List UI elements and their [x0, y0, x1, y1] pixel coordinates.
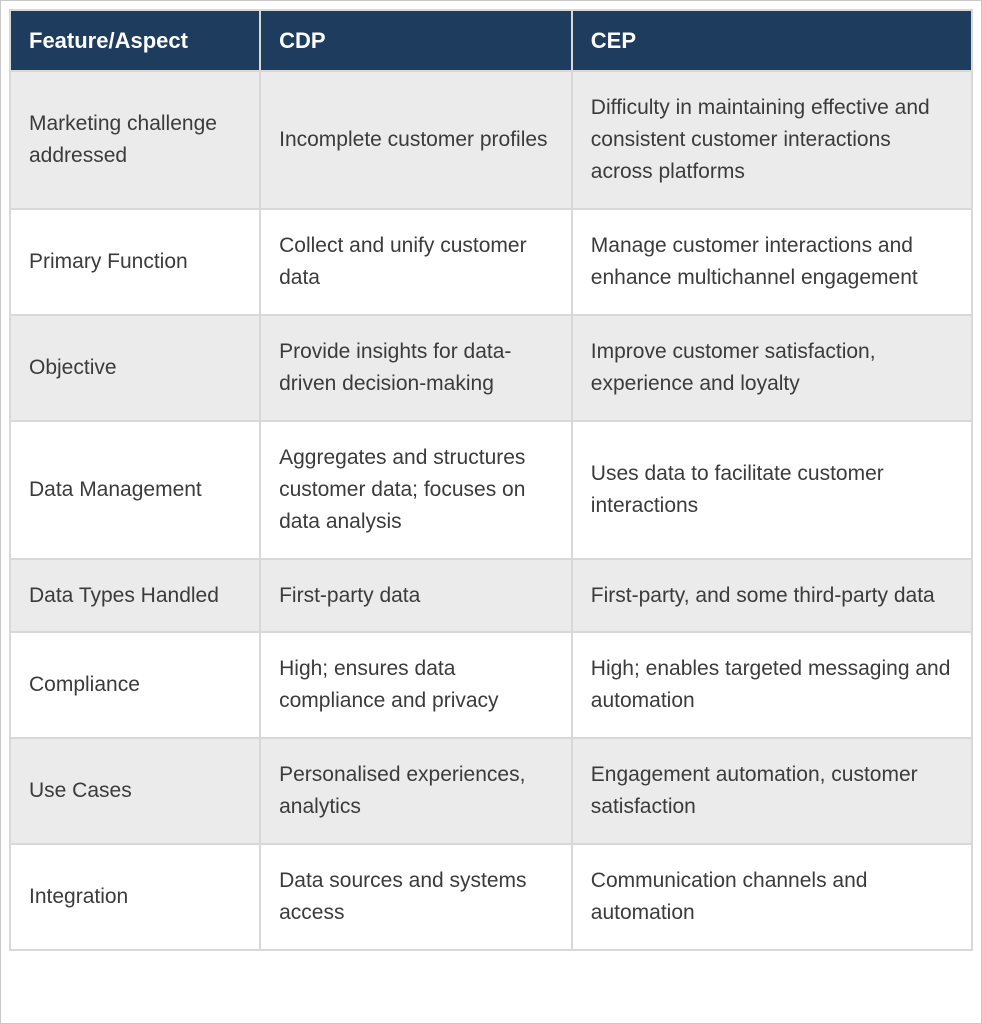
feature-cell: Marketing challenge addressed: [8, 70, 262, 211]
cdp-cell: Personalised experiences, analytics: [259, 737, 573, 846]
cdp-cell: Aggregates and structures customer data;…: [259, 419, 573, 560]
column-header-cdp: CDP: [259, 8, 573, 73]
cdp-cell: Collect and unify customer data: [259, 208, 573, 316]
column-header-cep: CEP: [570, 8, 974, 73]
cdp-cell: Data sources and systems access: [259, 843, 573, 951]
cdp-cep-comparison-table: Feature/Aspect CDP CEP Marketing challen…: [8, 8, 974, 951]
cdp-cell: First-party data: [259, 557, 573, 634]
table-header: Feature/Aspect CDP CEP: [8, 8, 974, 73]
feature-cell: Data Types Handled: [8, 557, 262, 634]
cep-cell: Communication channels and automation: [570, 843, 974, 951]
table-row: Marketing challenge addressed Incomplete…: [8, 70, 974, 211]
table-row: Compliance High; ensures data compliance…: [8, 631, 974, 740]
table-row: Objective Provide insights for data-driv…: [8, 313, 974, 422]
cep-cell: Improve customer satisfaction, experienc…: [570, 313, 974, 422]
column-header-feature-aspect: Feature/Aspect: [8, 8, 262, 73]
header-row: Feature/Aspect CDP CEP: [8, 8, 974, 73]
feature-cell: Compliance: [8, 631, 262, 740]
cep-cell: Difficulty in maintaining effective and …: [570, 70, 974, 211]
table-row: Data Management Aggregates and structure…: [8, 419, 974, 560]
table-row: Data Types Handled First-party data Firs…: [8, 557, 974, 634]
cep-cell: High; enables targeted messaging and aut…: [570, 631, 974, 740]
cdp-cell: Provide insights for data-driven decisio…: [259, 313, 573, 422]
table-body: Marketing challenge addressed Incomplete…: [8, 70, 974, 951]
feature-cell: Objective: [8, 313, 262, 422]
feature-cell: Integration: [8, 843, 262, 951]
cdp-cell: High; ensures data compliance and privac…: [259, 631, 573, 740]
feature-cell: Primary Function: [8, 208, 262, 316]
cep-cell: Engagement automation, customer satisfac…: [570, 737, 974, 846]
feature-cell: Use Cases: [8, 737, 262, 846]
cep-cell: First-party, and some third-party data: [570, 557, 974, 634]
table-row: Primary Function Collect and unify custo…: [8, 208, 974, 316]
feature-cell: Data Management: [8, 419, 262, 560]
cep-cell: Uses data to facilitate customer interac…: [570, 419, 974, 560]
table-row: Use Cases Personalised experiences, anal…: [8, 737, 974, 846]
cdp-cell: Incomplete customer profiles: [259, 70, 573, 211]
cep-cell: Manage customer interactions and enhance…: [570, 208, 974, 316]
table-row: Integration Data sources and systems acc…: [8, 843, 974, 951]
